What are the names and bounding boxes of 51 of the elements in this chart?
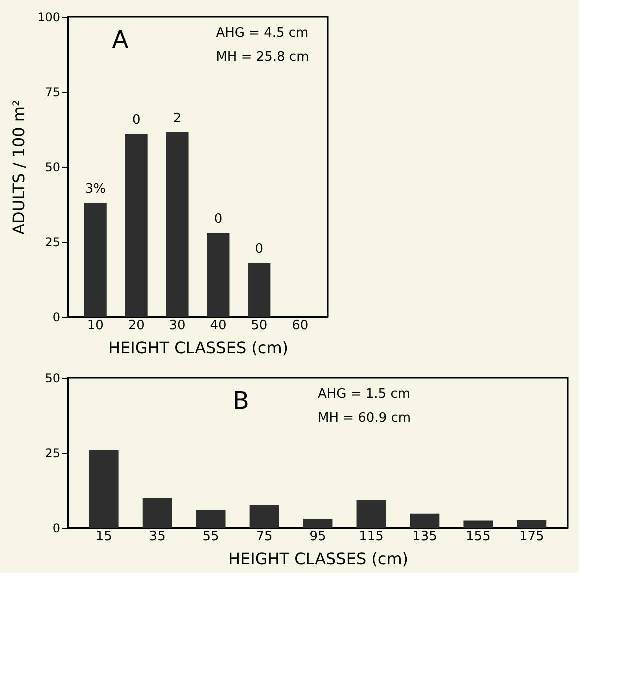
y-axis-title: ADULTS / 100 m² [10,100,29,235]
y-tick-label: 100 [38,10,60,24]
x-tick-label: 50 [251,318,268,334]
annotation: MH = 60.9 cm [318,411,412,426]
bar [250,506,280,528]
x-tick-label: 15 [96,530,112,544]
bar [356,500,386,528]
bar [517,520,547,528]
bar [142,498,172,528]
annotation: 0 [132,113,141,128]
y-tick-label: 50 [45,372,60,386]
annotation: 0 [255,242,264,257]
x-tick-label: 60 [292,318,309,334]
bar [464,520,494,528]
bar [410,514,440,528]
annotation: AHG = 4.5 cm [216,26,309,41]
x-tick-label: 115 [359,530,384,544]
y-tick-label: 25 [45,446,60,460]
x-tick-label: 95 [310,530,326,544]
bar [248,263,271,317]
x-tick-label: 30 [169,318,186,334]
annotation: AHG = 1.5 cm [318,387,411,402]
y-tick-label: 25 [45,236,60,250]
annotation: 0 [214,212,223,227]
x-tick-label: 20 [128,318,145,334]
y-tick-label: 0 [52,522,60,536]
annotation: MH = 25.8 cm [216,50,310,65]
chart-title: B [233,387,250,415]
bar [84,203,107,317]
x-tick-label: 35 [149,530,166,544]
bar [166,132,189,317]
x-axis-title: HEIGHT CLASSES (cm) [108,338,289,358]
bar [303,519,333,528]
x-tick-label: 40 [210,318,227,334]
x-tick-label: 135 [412,530,438,544]
chart-title: A [112,26,130,54]
annotation: 2 [173,112,182,126]
x-tick-label: 175 [519,530,544,544]
x-axis-title: HEIGHT CLASSES (cm) [228,550,409,568]
y-tick-label: 75 [45,86,60,100]
x-tick-label: 155 [466,530,491,544]
x-tick-label: 55 [202,530,220,544]
annotation: 3% [85,182,106,197]
y-tick-label: 0 [52,310,60,324]
x-tick-label: 10 [87,318,104,334]
bar [196,510,226,528]
bar [207,233,230,317]
y-tick-label: 50 [45,160,60,174]
bar [125,134,148,317]
bar [89,450,119,528]
x-tick-label: 75 [256,530,273,544]
